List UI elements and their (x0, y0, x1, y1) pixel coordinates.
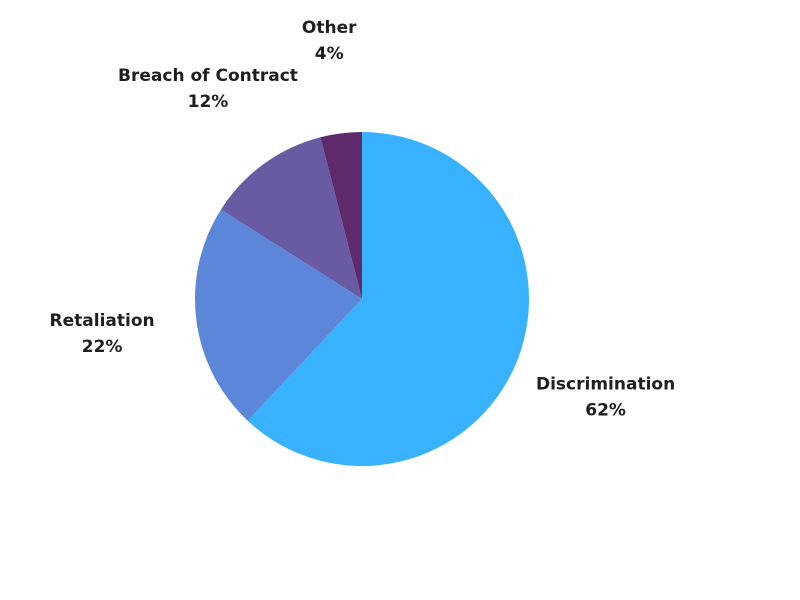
slice-value-breach-of-contract: 12% (188, 92, 229, 112)
pie-slices (195, 132, 529, 466)
slice-label-retaliation: Retaliation (50, 311, 155, 331)
pie-slice-retaliation (195, 209, 362, 421)
slice-label-discrimination: Discrimination (536, 374, 675, 394)
pie-labels: Discrimination 62% Retaliation 22% Breach of… (50, 18, 676, 420)
slice-value-retaliation: 22% (82, 337, 123, 357)
pie-slice-breach-of-contract (221, 137, 362, 299)
pie-slice-discrimination (247, 132, 529, 466)
slice-value-discrimination: 62% (585, 400, 626, 420)
pie-slice-other (320, 132, 362, 299)
slice-value-other: 4% (315, 44, 344, 64)
slice-label-breach-of-contract: Breach of Contract (118, 66, 298, 86)
slice-label-other: Other (302, 18, 357, 38)
